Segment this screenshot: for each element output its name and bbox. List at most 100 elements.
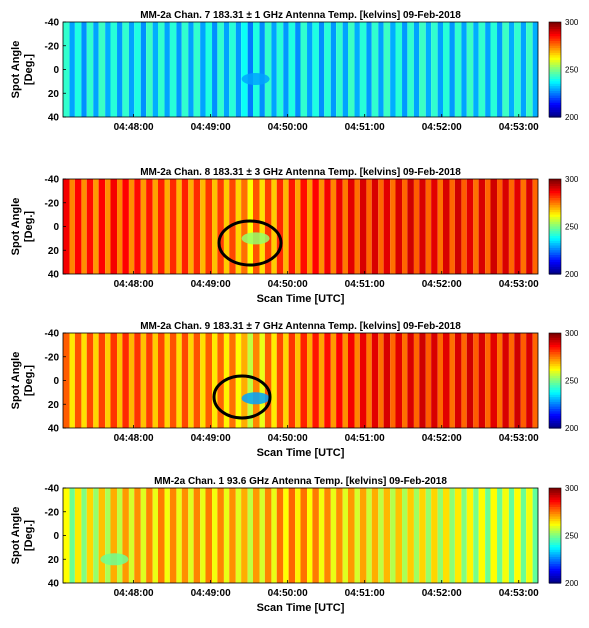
colorbar-step [549,38,561,42]
scan-stripe [526,488,533,583]
colorbar-tick-label: 200 [565,270,579,279]
scan-stripe [514,179,521,274]
scan-stripe-alt [330,22,337,117]
scan-stripe [478,179,486,274]
colorbar-step [549,356,561,360]
scan-stripe-alt [188,179,194,274]
colorbar-step [549,179,561,182]
scan-stripe-alt [425,333,432,428]
scan-stripe [383,179,391,274]
colorbar-step [549,385,561,389]
colorbar-step [549,490,561,494]
scan-stripe [110,22,118,117]
scan-stripe [169,22,177,117]
scan-stripe [158,179,165,274]
scan-stripe [193,22,201,117]
scan-stripe [478,22,486,117]
scan-stripe-alt [140,488,147,583]
colorbar-step [549,333,561,336]
scan-stripe-alt [473,179,479,274]
panel-chan8: MM-2a Chan. 8 183.31 ± 3 GHz Antenna Tem… [10,167,579,305]
colorbar-step [549,67,561,71]
colorbar-step [549,556,561,560]
x-tick-label: 04:50:00 [268,588,308,599]
scan-stripe-alt [366,179,372,274]
scan-stripe-alt [366,333,372,428]
scan-stripe-alt [235,333,242,428]
y-tick-label: -20 [45,352,60,363]
cold-spot [100,553,129,566]
colorbar-step [549,344,561,348]
colorbar-step [549,186,561,190]
scan-stripe-alt [390,179,396,274]
scan-stripe-alt [413,22,420,117]
colorbar-step [549,224,561,228]
scan-stripe [466,179,474,274]
colorbar-step [549,497,561,501]
scan-stripe-alt [390,488,396,583]
scan-stripe-alt [342,22,348,117]
scan-stripe [205,488,213,583]
scan-stripe [359,488,367,583]
scan-stripe [502,488,509,583]
colorbar-step [549,488,561,491]
colorbar-step [549,95,561,99]
x-tick-label: 04:53:00 [499,588,539,599]
colorbar-step [549,575,561,579]
scan-stripe-alt [105,333,111,428]
scan-stripe [359,22,367,117]
scan-stripe [86,179,94,274]
colorbar-step [549,509,561,513]
colorbar-step [549,526,561,529]
scan-stripe [110,488,118,583]
colorbar-step [549,202,561,206]
colorbar-step [549,83,561,87]
scan-stripe [407,333,414,428]
scan-stripe [253,488,260,583]
scan-stripe [454,333,462,428]
scan-stripe [514,488,521,583]
scan-stripe-alt [128,333,135,428]
colorbar-step [549,50,561,54]
scan-stripe-alt [473,22,479,117]
colorbar-step [549,552,561,556]
chart-title: MM-2a Chan. 8 183.31 ± 3 GHz Antenna Tem… [140,167,461,178]
y-axis-label: Spot Angle[Deg.] [10,352,35,410]
scan-stripe [466,488,474,583]
colorbar-step [549,100,561,104]
scan-stripe [443,488,450,583]
scan-stripe-alt [413,179,420,274]
colorbar-step [549,183,561,187]
scan-stripe [371,22,379,117]
colorbar-step [549,264,561,268]
scan-stripe-alt [93,179,99,274]
scan-stripe [407,22,414,117]
scan-stripe [63,22,70,117]
x-tick-label: 04:51:00 [345,122,385,133]
scan-stripe-alt [235,179,242,274]
scan-stripe-alt [212,22,218,117]
scan-stripe-alt [497,179,503,274]
scan-stripe [193,333,201,428]
scan-stripe [324,179,331,274]
colorbar-step [549,545,561,548]
colorbar-step [549,181,561,185]
scan-stripe-alt [152,488,158,583]
scan-stripe [98,488,106,583]
colorbar-step [549,561,561,565]
scan-stripe [371,179,379,274]
scan-stripe-alt [295,488,301,583]
scan-stripe-alt [117,179,123,274]
scan-stripe-alt [413,488,420,583]
scan-stripe [63,488,70,583]
heatmap-cells [63,333,538,428]
x-tick-label: 04:50:00 [268,433,308,444]
y-tick-label: 40 [48,270,60,281]
x-tick-label: 04:48:00 [114,122,154,133]
colorbar-frame [548,178,562,275]
colorbar-step [549,81,561,85]
y-tick-label: -40 [45,18,60,29]
scan-stripe [264,488,272,583]
colorbar-step [549,86,561,90]
